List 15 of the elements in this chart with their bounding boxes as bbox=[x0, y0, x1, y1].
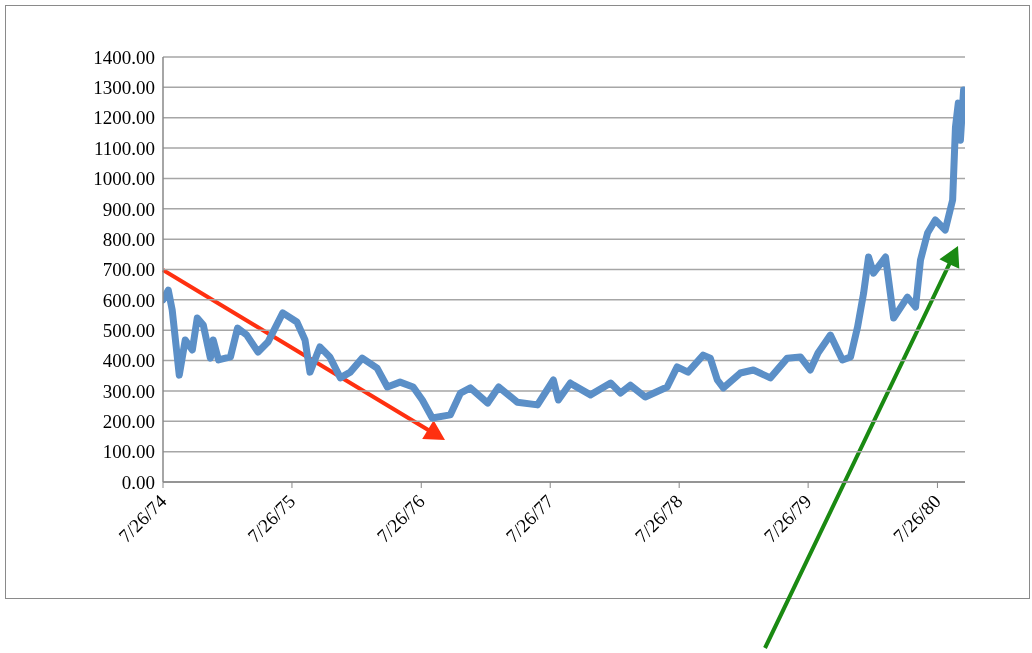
y-tick-label: 200.00 bbox=[102, 411, 155, 433]
y-tick-label: 1200.00 bbox=[93, 107, 155, 129]
y-tick-label: 1000.00 bbox=[93, 168, 155, 190]
y-tick-label: 900.00 bbox=[102, 198, 155, 220]
y-tick-label: 100.00 bbox=[102, 441, 155, 463]
y-tick-label: 1100.00 bbox=[93, 137, 155, 159]
y-tick-label: 400.00 bbox=[102, 350, 155, 372]
y-tick-label: 700.00 bbox=[102, 259, 155, 281]
y-tick-label: 600.00 bbox=[102, 289, 155, 311]
y-tick-label: 300.00 bbox=[102, 380, 155, 402]
y-tick-label: 800.00 bbox=[102, 228, 155, 250]
y-tick-label: 1400.00 bbox=[93, 46, 155, 68]
y-tick-label: 500.00 bbox=[102, 319, 155, 341]
y-tick-label: 1300.00 bbox=[93, 77, 155, 99]
y-tick-label: 0.00 bbox=[121, 471, 155, 493]
